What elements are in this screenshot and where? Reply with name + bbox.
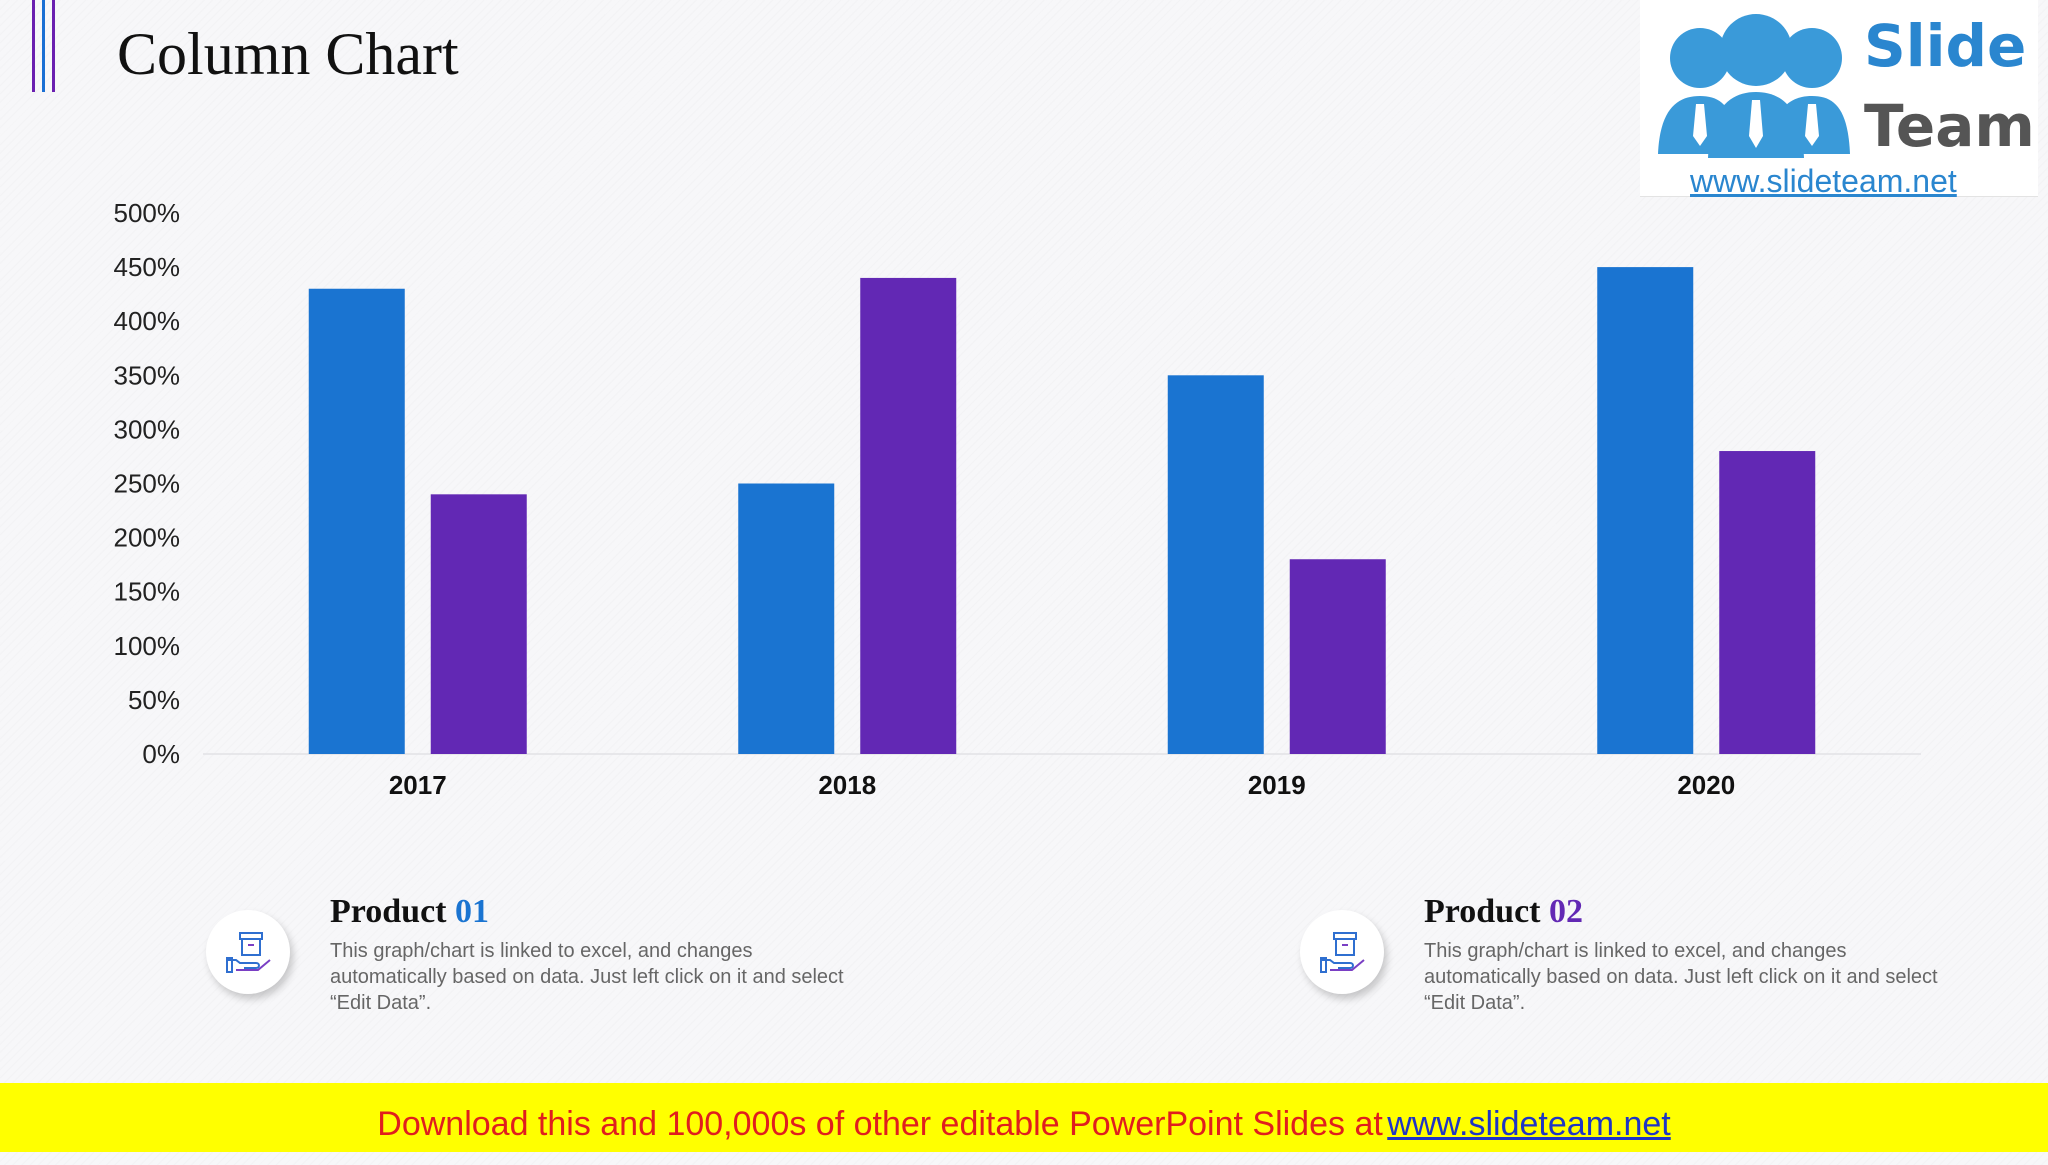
legend-title: Product 02 [1424,890,1583,934]
bar-2020-series-2 [1719,451,1816,754]
logo-word-team: Team [1864,92,2035,160]
legend-title-word: Product [1424,893,1541,930]
x-tick-label: 2020 [1677,770,1735,800]
y-axis: 0% 50% 100% 150% 200% 250% 300% 350% 400% 450% 500… [114,198,181,769]
bar-2018-series-1 [738,483,835,754]
bar-2017-series-2 [430,494,527,754]
y-tick-label: 100% [114,631,181,661]
y-tick-label: 350% [114,360,181,390]
title-accent-lines [32,0,62,92]
column-chart: 0% 50% 100% 150% 200% 250% 300% 350% 400% 450% 500… [114,198,1921,800]
box-in-hand-icon [226,932,271,973]
y-tick-label: 200% [114,523,181,553]
legend-description: This graph/chart is linked to excel, and… [1424,940,1938,1014]
y-tick-label: 450% [114,252,181,282]
bars-group [308,267,1816,754]
people-group-icon [1658,14,1850,158]
slideteam-logo: Slide Team www.slideteam.net [1640,0,2038,199]
y-tick-label: 0% [142,739,180,769]
bar-2019-series-1 [1167,375,1264,754]
legend-description: This graph/chart is linked to excel, and… [330,940,844,1014]
y-tick-label: 300% [114,414,181,444]
bar-2020-series-1 [1597,267,1694,754]
y-tick-label: 400% [114,306,181,336]
y-tick-label: 150% [114,577,181,607]
x-tick-label: 2018 [818,770,876,800]
legend-title: Product 01 [330,890,489,934]
logo-word-slide: Slide [1864,12,2027,80]
box-in-hand-icon [1320,932,1365,973]
footer-banner: Download this and 100,000s of other edit… [0,1083,2048,1152]
bar-2018-series-2 [860,277,957,754]
y-tick-label: 250% [114,469,181,499]
footer-link[interactable]: www.slideteam.net [1387,1105,1671,1143]
logo-url-link[interactable]: www.slideteam.net [1690,163,1957,199]
legend-title-number: 01 [454,893,489,930]
x-tick-label: 2017 [389,770,447,800]
x-axis: 2017 2018 2019 2020 [389,770,1735,800]
y-tick-label: 500% [114,198,181,228]
legend-title-word: Product [330,893,447,930]
bar-2019-series-2 [1289,559,1386,754]
legend-icon-circle [1300,910,1384,994]
legend-product-02: Product 02 This graph/chart is linked to… [1300,890,1938,1030]
footer-text: Download this and 100,000s of other edit… [377,1105,1383,1143]
legend-icon-circle [206,910,290,994]
bar-2017-series-1 [308,288,405,754]
y-tick-label: 50% [128,685,180,715]
legend-product-01: Product 01 This graph/chart is linked to… [206,890,844,1030]
page-title: Column Chart [117,21,459,87]
legend-title-number: 02 [1548,893,1583,930]
x-tick-label: 2019 [1248,770,1306,800]
